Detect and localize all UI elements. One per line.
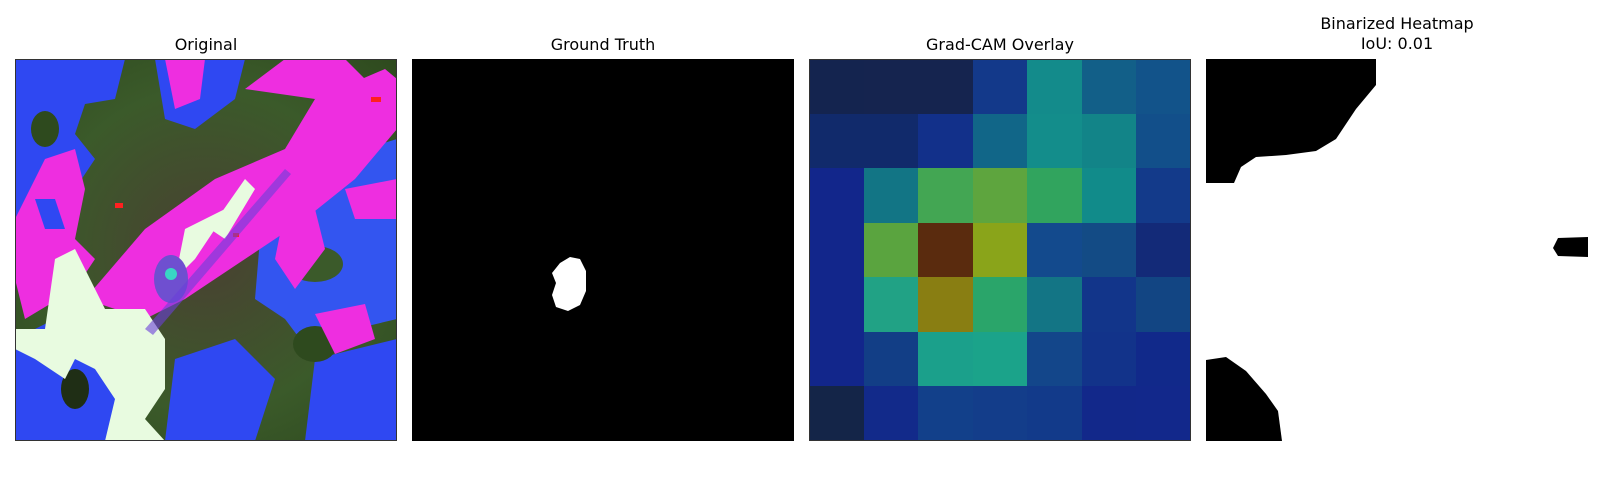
gradcam-cell — [918, 114, 973, 168]
gradcam-cell — [1136, 59, 1191, 114]
gradcam-cell — [1136, 277, 1191, 332]
binarized-heatmap-panel — [1206, 59, 1588, 441]
gradcam-cell — [918, 277, 973, 332]
gradcam-cell — [809, 168, 864, 223]
binarized-heatmap-image — [1206, 59, 1588, 441]
gradcam-cell — [1027, 168, 1082, 223]
gradcam-cell — [1027, 332, 1082, 386]
gradcam-cell — [1136, 114, 1191, 168]
gradcam-cell — [918, 59, 973, 114]
binarized-heatmap-title: Binarized Heatmap IoU: 0.01 — [1320, 14, 1474, 53]
gradcam-cell — [973, 277, 1027, 332]
gradcam-cell — [809, 223, 864, 277]
gradcam-cell — [1082, 386, 1136, 441]
gradcam-cell — [1082, 114, 1136, 168]
gradcam-cell — [973, 386, 1027, 441]
original-title: Original — [174, 35, 238, 54]
gradcam-cell — [809, 386, 864, 441]
gradcam-cell — [1136, 332, 1191, 386]
gradcam-cell — [1027, 386, 1082, 441]
gradcam-cell — [918, 332, 973, 386]
gradcam-cell — [1082, 168, 1136, 223]
original-image-panel — [15, 59, 397, 441]
gradcam-cell — [1027, 277, 1082, 332]
gradcam-cell — [973, 223, 1027, 277]
gradcam-cell — [918, 223, 973, 277]
ground-truth-mask — [412, 59, 794, 441]
gradcam-overlay-image — [809, 59, 1191, 441]
gradcam-cell — [973, 168, 1027, 223]
gradcam-cell — [918, 168, 973, 223]
gradcam-cell — [864, 168, 918, 223]
ground-truth-title: Ground Truth — [550, 35, 656, 54]
gradcam-cell — [809, 277, 864, 332]
gradcam-overlay-title: Grad-CAM Overlay — [926, 35, 1074, 54]
gradcam-cell — [973, 332, 1027, 386]
gradcam-cell — [1136, 386, 1191, 441]
gradcam-cell — [864, 277, 918, 332]
gradcam-cell — [1136, 223, 1191, 277]
gradcam-cell — [918, 386, 973, 441]
original-image — [15, 59, 397, 441]
gradcam-cell — [1136, 168, 1191, 223]
gradcam-cell — [864, 386, 918, 441]
gradcam-cell — [809, 59, 864, 114]
gradcam-cell — [1082, 223, 1136, 277]
gradcam-cell — [973, 114, 1027, 168]
gradcam-cell — [1082, 59, 1136, 114]
gradcam-cell — [864, 114, 918, 168]
gradcam-cell — [864, 223, 918, 277]
gradcam-cell — [809, 332, 864, 386]
ground-truth-panel — [412, 59, 794, 441]
gradcam-cell — [864, 59, 918, 114]
gradcam-cell — [864, 332, 918, 386]
gradcam-cell — [1027, 59, 1082, 114]
gradcam-cell — [1027, 223, 1082, 277]
gradcam-cell — [1082, 332, 1136, 386]
gradcam-cell — [1027, 114, 1082, 168]
gradcam-cell — [973, 59, 1027, 114]
gradcam-cell — [1082, 277, 1136, 332]
gradcam-cell — [809, 114, 864, 168]
gradcam-overlay-panel — [809, 59, 1191, 441]
